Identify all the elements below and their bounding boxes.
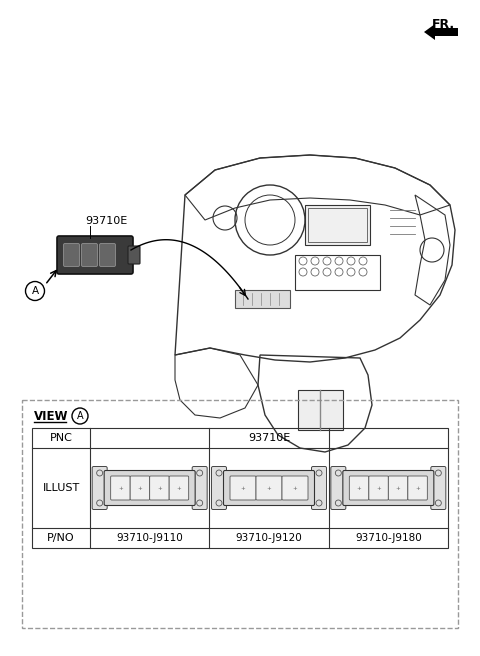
FancyBboxPatch shape (150, 476, 169, 500)
Bar (235, 290, 290, 308)
Text: +: + (157, 485, 162, 491)
Text: 93710E: 93710E (248, 433, 290, 443)
FancyBboxPatch shape (312, 466, 326, 510)
FancyBboxPatch shape (256, 476, 282, 500)
FancyBboxPatch shape (331, 466, 346, 510)
Text: +: + (376, 485, 381, 491)
FancyBboxPatch shape (92, 466, 107, 510)
FancyBboxPatch shape (431, 466, 446, 510)
Polygon shape (424, 24, 458, 40)
Bar (308, 208, 367, 242)
FancyBboxPatch shape (388, 476, 408, 500)
Bar (298, 390, 343, 430)
Text: 93710-J9180: 93710-J9180 (355, 533, 422, 543)
Bar (22, 400, 458, 628)
Text: 93710E: 93710E (85, 216, 127, 226)
FancyBboxPatch shape (408, 476, 427, 500)
FancyBboxPatch shape (230, 476, 256, 500)
Text: A: A (31, 286, 38, 296)
Text: P/NO: P/NO (47, 533, 75, 543)
FancyBboxPatch shape (282, 476, 308, 500)
FancyBboxPatch shape (212, 466, 227, 510)
FancyBboxPatch shape (128, 246, 140, 264)
FancyBboxPatch shape (104, 470, 195, 506)
Text: +: + (357, 485, 361, 491)
FancyBboxPatch shape (192, 466, 207, 510)
Text: PNC: PNC (49, 433, 72, 443)
Text: FR.: FR. (432, 18, 455, 31)
Bar (305, 205, 370, 245)
FancyBboxPatch shape (82, 243, 97, 266)
Text: +: + (118, 485, 123, 491)
Text: +: + (177, 485, 181, 491)
Text: +: + (240, 485, 245, 491)
Text: 93710-J9110: 93710-J9110 (116, 533, 183, 543)
Bar (32, 428, 448, 548)
FancyBboxPatch shape (349, 476, 369, 500)
FancyBboxPatch shape (224, 470, 314, 506)
Text: ILLUST: ILLUST (42, 483, 80, 493)
FancyBboxPatch shape (99, 243, 116, 266)
FancyBboxPatch shape (130, 476, 150, 500)
FancyBboxPatch shape (57, 236, 133, 274)
FancyBboxPatch shape (343, 470, 434, 506)
Text: +: + (266, 485, 271, 491)
Text: +: + (415, 485, 420, 491)
Bar (295, 255, 380, 290)
Text: A: A (77, 411, 84, 421)
FancyBboxPatch shape (63, 243, 80, 266)
FancyBboxPatch shape (369, 476, 388, 500)
Text: +: + (293, 485, 298, 491)
Text: VIEW: VIEW (34, 409, 69, 422)
FancyBboxPatch shape (111, 476, 130, 500)
Text: 93710-J9120: 93710-J9120 (236, 533, 302, 543)
Text: +: + (396, 485, 400, 491)
FancyBboxPatch shape (169, 476, 189, 500)
Text: +: + (138, 485, 142, 491)
